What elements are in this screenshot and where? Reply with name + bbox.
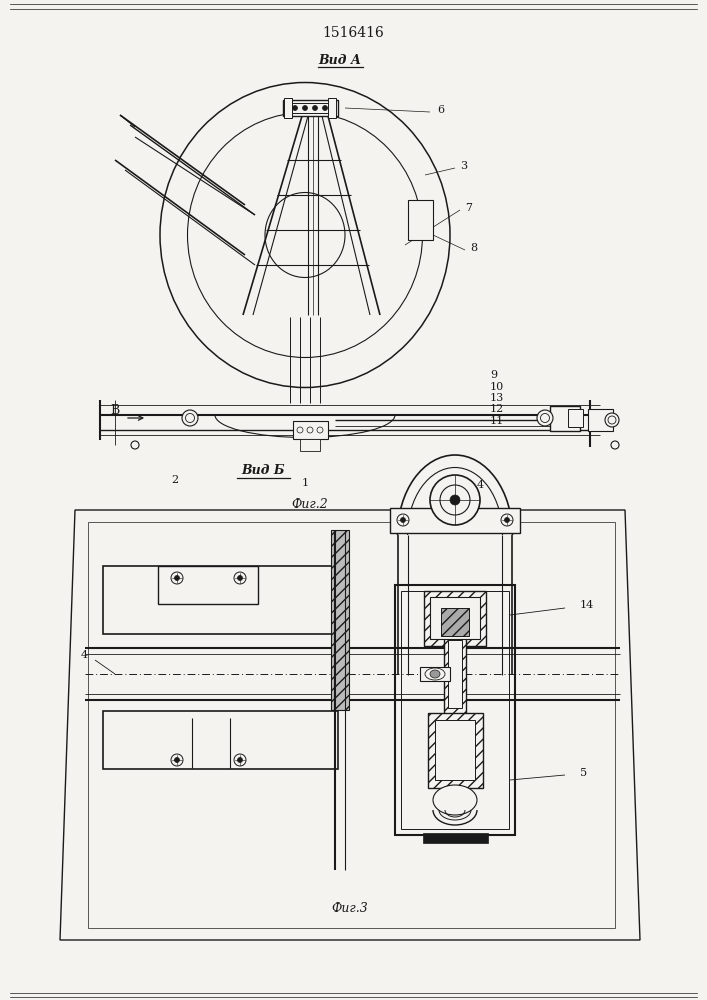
Text: 14: 14 — [580, 600, 595, 610]
Ellipse shape — [433, 785, 477, 815]
Text: Фиг.3: Фиг.3 — [332, 902, 368, 914]
Ellipse shape — [293, 105, 298, 110]
Ellipse shape — [400, 518, 406, 522]
Bar — [420, 667, 450, 681]
Text: 5: 5 — [580, 768, 587, 778]
Text: 1: 1 — [301, 478, 308, 488]
Ellipse shape — [430, 475, 480, 525]
Bar — [435, 720, 475, 780]
Bar — [283, 100, 337, 116]
Bar — [284, 98, 292, 118]
Ellipse shape — [171, 572, 183, 584]
Text: 12: 12 — [490, 404, 504, 414]
Text: 6: 6 — [437, 105, 444, 115]
Bar — [424, 590, 486, 646]
Text: 2: 2 — [171, 475, 179, 485]
Ellipse shape — [182, 410, 198, 426]
Ellipse shape — [234, 572, 246, 584]
Bar — [293, 421, 327, 439]
Bar — [300, 439, 320, 451]
Text: 10: 10 — [490, 382, 504, 392]
Ellipse shape — [238, 758, 243, 762]
Bar — [423, 833, 488, 843]
Bar — [448, 640, 462, 708]
Ellipse shape — [171, 754, 183, 766]
Text: Вид А: Вид А — [318, 53, 361, 66]
Text: 9: 9 — [490, 370, 497, 380]
Ellipse shape — [265, 192, 345, 277]
Bar — [430, 597, 480, 639]
Bar — [395, 585, 515, 835]
Text: 8: 8 — [470, 243, 477, 253]
Ellipse shape — [131, 441, 139, 449]
Text: 1516416: 1516416 — [322, 26, 384, 40]
Ellipse shape — [540, 414, 549, 422]
Bar — [390, 508, 520, 532]
Bar — [407, 200, 433, 240]
Ellipse shape — [430, 670, 440, 678]
Polygon shape — [60, 510, 640, 940]
Ellipse shape — [297, 427, 303, 433]
Text: Фиг.2: Фиг.2 — [291, 498, 328, 512]
Bar — [550, 406, 580, 430]
Ellipse shape — [234, 754, 246, 766]
Ellipse shape — [537, 410, 553, 426]
Bar — [401, 591, 509, 829]
Bar — [103, 566, 337, 634]
Text: 11: 11 — [490, 416, 504, 426]
Ellipse shape — [608, 416, 616, 424]
Ellipse shape — [605, 413, 619, 427]
Ellipse shape — [322, 105, 327, 110]
Ellipse shape — [185, 414, 194, 422]
Bar — [568, 409, 583, 427]
Bar — [428, 712, 482, 788]
Ellipse shape — [175, 758, 180, 762]
Ellipse shape — [312, 105, 317, 110]
Bar — [331, 530, 349, 710]
Ellipse shape — [175, 576, 180, 580]
Bar — [158, 566, 258, 604]
Ellipse shape — [505, 518, 510, 522]
Ellipse shape — [238, 576, 243, 580]
Ellipse shape — [611, 441, 619, 449]
Bar — [103, 711, 337, 769]
Bar — [441, 608, 469, 636]
Ellipse shape — [440, 485, 470, 515]
Text: 4: 4 — [81, 650, 88, 660]
Bar — [288, 103, 332, 113]
Ellipse shape — [303, 105, 308, 110]
Bar — [588, 409, 612, 431]
Ellipse shape — [425, 668, 445, 680]
Ellipse shape — [317, 427, 323, 433]
Ellipse shape — [307, 427, 313, 433]
Ellipse shape — [501, 514, 513, 526]
Ellipse shape — [450, 495, 460, 505]
Bar — [328, 98, 336, 118]
Text: 4: 4 — [477, 480, 484, 490]
Text: 13: 13 — [490, 393, 504, 403]
Text: 3: 3 — [460, 161, 467, 171]
Bar — [444, 634, 466, 714]
Text: 7: 7 — [465, 203, 472, 213]
Ellipse shape — [397, 514, 409, 526]
Text: В: В — [110, 403, 119, 416]
Text: Вид Б: Вид Б — [241, 464, 285, 477]
